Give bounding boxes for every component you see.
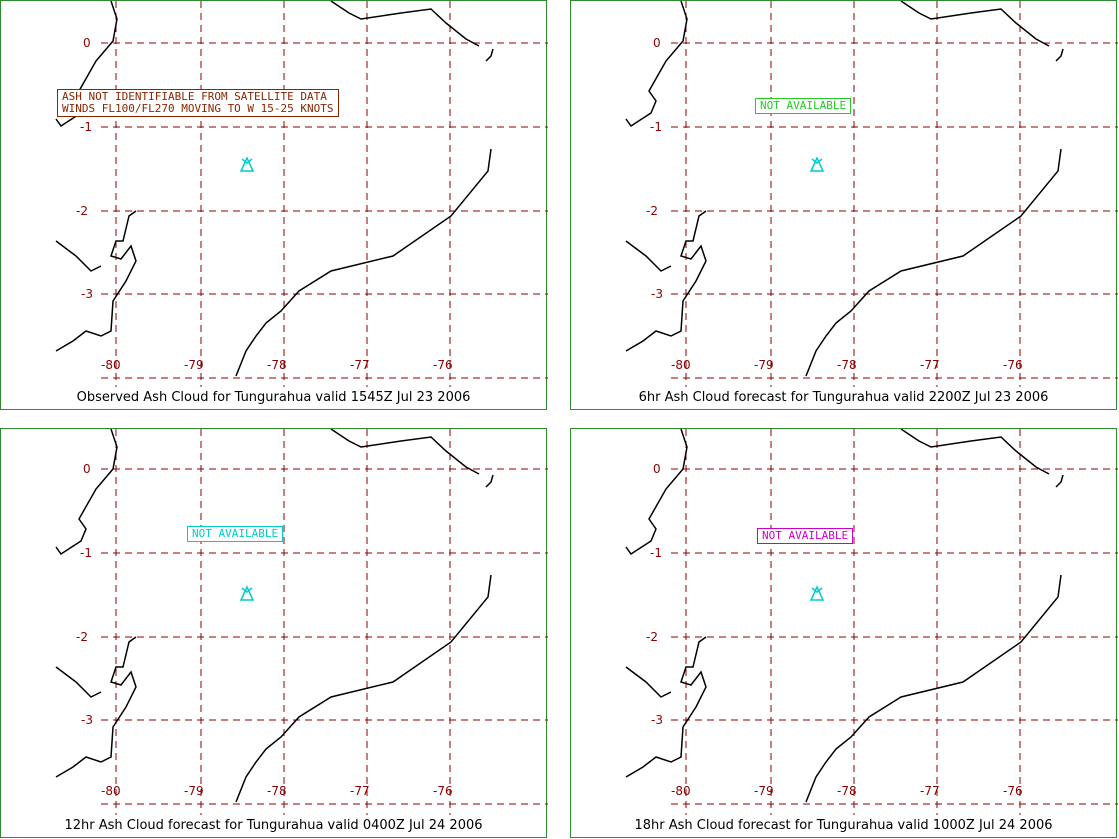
lat-label: -3 bbox=[651, 713, 663, 727]
lon-label: -80 bbox=[101, 784, 121, 798]
note-line: ASH NOT IDENTIFIABLE FROM SATELLITE DATA bbox=[62, 90, 327, 103]
lat-label: -3 bbox=[81, 713, 93, 727]
volcano-marker bbox=[809, 156, 825, 172]
lat-label: -1 bbox=[650, 546, 662, 560]
lat-label: -3 bbox=[81, 287, 93, 301]
lon-label: -77 bbox=[920, 784, 940, 798]
lat-label: -1 bbox=[80, 546, 92, 560]
lon-label: -78 bbox=[837, 358, 857, 372]
panel-caption: 6hr Ash Cloud forecast for Tungurahua va… bbox=[638, 390, 1049, 405]
map-observed: 0 -1 -2 -3 -80 -79 -78 -77 -76 bbox=[55, 1, 548, 387]
lat-label: -2 bbox=[646, 204, 658, 218]
lat-label: 0 bbox=[83, 462, 91, 476]
lon-label: -77 bbox=[350, 358, 370, 372]
lat-label: -3 bbox=[651, 287, 663, 301]
lat-label: -1 bbox=[650, 120, 662, 134]
panel-observed: 0 -1 -2 -3 -80 -79 -78 -77 -76 ASH NOT I… bbox=[0, 0, 548, 410]
panel-18hr: 0 -1 -2 -3 -80 -79 -78 -77 -76 NOT AVAIL… bbox=[570, 428, 1118, 838]
lon-label: -76 bbox=[433, 784, 453, 798]
graticule bbox=[101, 1, 548, 387]
volcano-marker bbox=[239, 585, 255, 601]
coastline bbox=[625, 1, 1064, 377]
panel-caption: Observed Ash Cloud for Tungurahua valid … bbox=[76, 390, 471, 405]
lon-label: -76 bbox=[433, 358, 453, 372]
panel-6hr: 0 -1 -2 -3 -80 -79 -78 -77 -76 NOT AVAIL… bbox=[570, 0, 1118, 410]
map-12hr: 0 -1 -2 -3 -80 -79 -78 -77 -76 bbox=[55, 429, 548, 815]
lon-label: -80 bbox=[101, 358, 121, 372]
lat-label: -2 bbox=[76, 630, 88, 644]
volcano-marker bbox=[239, 156, 255, 172]
lat-label: 0 bbox=[653, 462, 661, 476]
panel-caption: 12hr Ash Cloud forecast for Tungurahua v… bbox=[64, 818, 483, 833]
coastline bbox=[55, 1, 494, 377]
coastline bbox=[55, 429, 494, 803]
graticule bbox=[671, 429, 1118, 815]
lon-label: -80 bbox=[671, 358, 691, 372]
lon-label: -79 bbox=[754, 784, 774, 798]
ash-note: ASH NOT IDENTIFIABLE FROM SATELLITE DATA… bbox=[57, 89, 339, 117]
not-available-note: NOT AVAILABLE bbox=[757, 528, 854, 544]
lon-label: -76 bbox=[1003, 784, 1023, 798]
lat-label: -2 bbox=[76, 204, 88, 218]
lat-label: 0 bbox=[653, 36, 661, 50]
lon-label: -78 bbox=[267, 784, 287, 798]
lon-label: -77 bbox=[920, 358, 940, 372]
lon-label: -79 bbox=[184, 358, 204, 372]
panel-12hr: 0 -1 -2 -3 -80 -79 -78 -77 -76 NOT AVAIL… bbox=[0, 428, 548, 838]
graticule bbox=[671, 1, 1118, 387]
lat-label: -2 bbox=[646, 630, 658, 644]
map-18hr: 0 -1 -2 -3 -80 -79 -78 -77 -76 bbox=[625, 429, 1118, 815]
lon-label: -76 bbox=[1003, 358, 1023, 372]
lon-label: -79 bbox=[754, 358, 774, 372]
lon-label: -78 bbox=[267, 358, 287, 372]
coastline bbox=[625, 429, 1064, 803]
lon-label: -79 bbox=[184, 784, 204, 798]
note-line: WINDS FL100/FL270 MOVING TO W 15-25 KNOT… bbox=[62, 102, 334, 115]
volcano-marker bbox=[809, 585, 825, 601]
not-available-note: NOT AVAILABLE bbox=[187, 526, 284, 542]
lon-label: -80 bbox=[671, 784, 691, 798]
lat-label: -1 bbox=[80, 120, 92, 134]
lat-label: 0 bbox=[83, 36, 91, 50]
panel-caption: 18hr Ash Cloud forecast for Tungurahua v… bbox=[634, 818, 1053, 833]
not-available-note: NOT AVAILABLE bbox=[755, 98, 852, 114]
lon-label: -77 bbox=[350, 784, 370, 798]
map-6hr: 0 -1 -2 -3 -80 -79 -78 -77 -76 bbox=[625, 1, 1118, 387]
graticule bbox=[101, 429, 548, 815]
lon-label: -78 bbox=[837, 784, 857, 798]
